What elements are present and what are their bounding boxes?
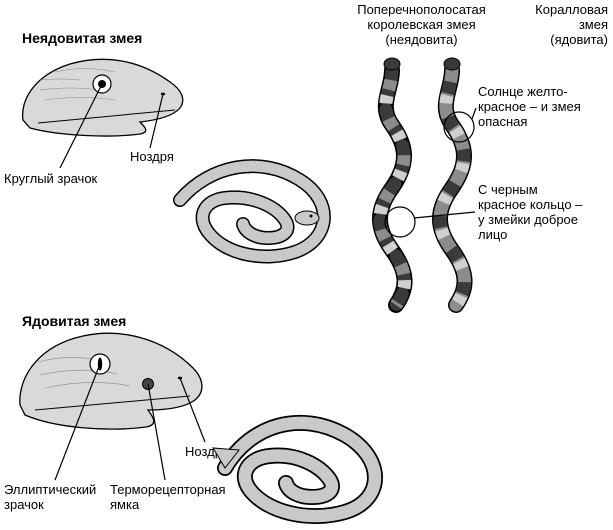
nonvenomous-head-illustration (23, 59, 183, 168)
venomous-head-illustration (20, 333, 205, 480)
artwork-svg (0, 0, 613, 530)
nonvenomous-body-illustration (180, 166, 324, 256)
diagram-canvas: Неядовитая змея Ядовитая змея Поперечноп… (0, 0, 613, 530)
king-snake-illustration (380, 58, 405, 305)
venomous-body-illustration (213, 423, 375, 516)
coral-snake-illustration (440, 58, 465, 305)
